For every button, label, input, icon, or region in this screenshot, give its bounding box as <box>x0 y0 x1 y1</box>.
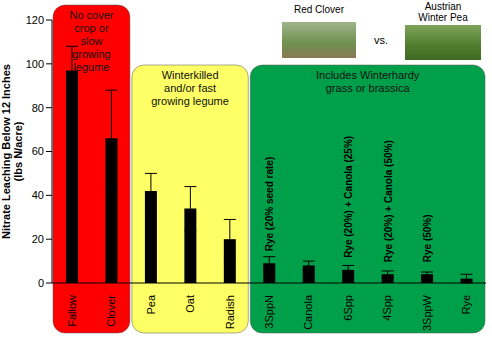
svg-text:60: 60 <box>32 145 44 157</box>
svg-text:slow: slow <box>80 35 102 47</box>
svg-text:(lbs N/acre): (lbs N/acre) <box>12 121 24 181</box>
svg-text:Rye (20% seed rate): Rye (20% seed rate) <box>264 157 275 252</box>
svg-text:4Spp: 4Spp <box>381 295 393 321</box>
svg-text:0: 0 <box>38 277 44 289</box>
svg-text:Rye (20%) + Canola (50%): Rye (20%) + Canola (50%) <box>383 140 394 262</box>
svg-text:Nitrate Leaching Below 12 Inch: Nitrate Leaching Below 12 Inches <box>0 64 12 239</box>
html-text:Austrian: Austrian <box>424 1 462 12</box>
svg-text:Rye (20%) + Canola (25%): Rye (20%) + Canola (25%) <box>343 136 354 258</box>
html-text:vs.: vs. <box>374 34 388 46</box>
svg-text:Oat: Oat <box>184 295 196 313</box>
svg-text:Rye (50%): Rye (50%) <box>422 214 433 262</box>
svg-text:Radish: Radish <box>224 295 236 329</box>
html-text:Winter Pea: Winter Pea <box>418 12 468 23</box>
svg-text:100: 100 <box>26 58 44 70</box>
svg-text:and/or fast: and/or fast <box>164 82 216 94</box>
svg-text:3SppW: 3SppW <box>421 294 433 331</box>
svg-text:Canola: Canola <box>302 294 314 330</box>
svg-text:6Spp: 6Spp <box>342 295 354 321</box>
svg-text:Pea: Pea <box>145 294 157 314</box>
svg-text:80: 80 <box>32 102 44 114</box>
svg-text:growing: growing <box>72 48 111 60</box>
html-text:Red Clover: Red Clover <box>294 4 344 15</box>
svg-text:Winterkilled: Winterkilled <box>162 69 219 81</box>
svg-text:Includes Winterhardy: Includes Winterhardy <box>316 69 420 81</box>
svg-text:40: 40 <box>32 189 44 201</box>
svg-text:120: 120 <box>26 14 44 26</box>
svg-text:Clover: Clover <box>105 295 117 327</box>
svg-text:grass or brassica: grass or brassica <box>326 82 411 94</box>
svg-text:Fallow: Fallow <box>66 295 78 327</box>
svg-text:crop or: crop or <box>74 22 109 34</box>
svg-text:3SppN: 3SppN <box>263 295 275 329</box>
svg-text:legume: legume <box>73 61 109 73</box>
svg-text:growing legume: growing legume <box>151 95 229 107</box>
svg-text:No cover: No cover <box>69 9 113 21</box>
svg-text:20: 20 <box>32 233 44 245</box>
svg-text:Rye: Rye <box>460 295 472 315</box>
